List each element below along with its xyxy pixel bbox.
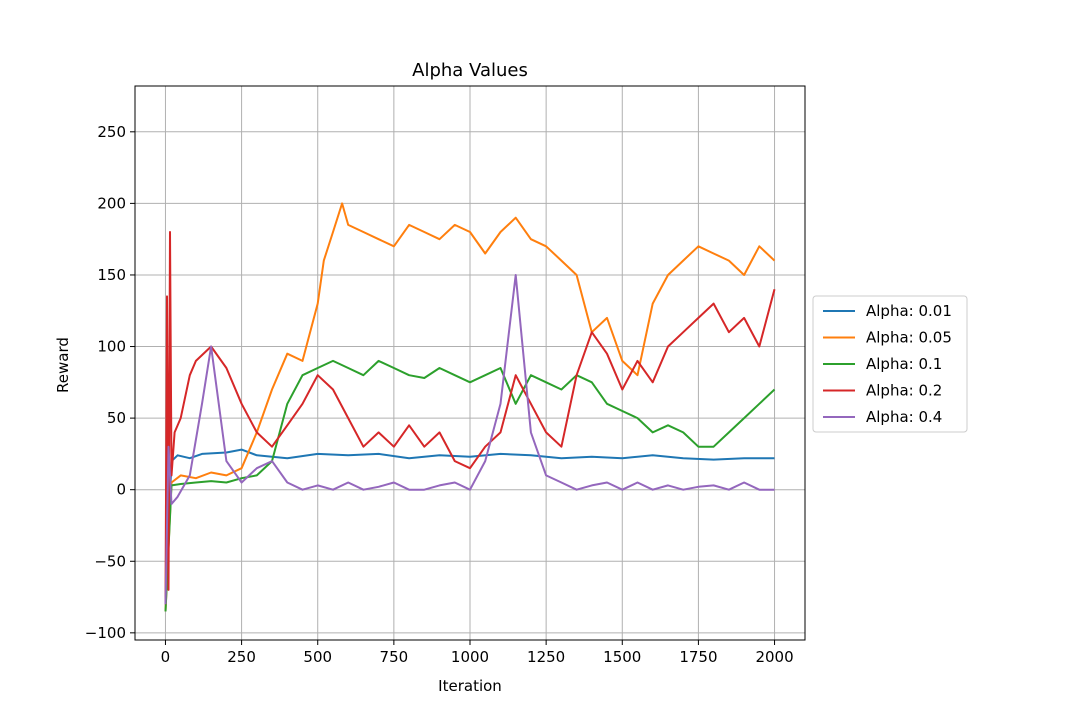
series-lines	[164, 202, 776, 612]
y-tick-label: 0	[116, 481, 126, 499]
series-line-alpha-0-01	[164, 448, 775, 605]
y-axis-label: Reward	[54, 337, 72, 393]
series-line-alpha-0-05	[164, 202, 776, 612]
legend-label: Alpha: 0.2	[866, 382, 942, 400]
legend: Alpha: 0.01 Alpha: 0.05 Alpha: 0.1 Alpha: 0…	[812, 295, 968, 433]
x-axis: 0 250 500 750 1000 1250 1500 1750 2000	[161, 640, 794, 666]
y-tick-label: 250	[97, 123, 126, 141]
x-tick-label: 1500	[603, 648, 641, 666]
x-tick-label: 1000	[451, 648, 489, 666]
legend-box	[812, 295, 968, 433]
x-tick-label: 250	[227, 648, 256, 666]
y-tick-label: −50	[94, 552, 126, 570]
legend-label: Alpha: 0.4	[866, 408, 942, 426]
x-tick-label: 500	[303, 648, 332, 666]
x-tick-label: 1250	[527, 648, 565, 666]
x-tick-label: 750	[380, 648, 409, 666]
y-tick-label: 200	[97, 194, 126, 212]
y-axis: −100 −50 0 50 100 150 200 250	[85, 123, 135, 642]
chart-title: Alpha Values	[412, 60, 528, 81]
x-tick-label: 1750	[679, 648, 717, 666]
y-tick-label: 100	[97, 338, 126, 356]
y-tick-label: 150	[97, 266, 126, 284]
series-line-alpha-0-1	[164, 359, 776, 612]
legend-label: Alpha: 0.01	[866, 302, 952, 320]
x-tick-label: 2000	[755, 648, 793, 666]
y-tick-label: 50	[107, 409, 126, 427]
legend-label: Alpha: 0.05	[866, 329, 952, 347]
legend-label: Alpha: 0.1	[866, 355, 942, 373]
y-tick-label: −100	[85, 624, 126, 642]
grid	[135, 86, 805, 640]
series-line-alpha-0-4	[164, 274, 775, 605]
x-tick-label: 0	[161, 648, 171, 666]
x-axis-label: Iteration	[438, 677, 502, 695]
series-line-alpha-0-2	[164, 231, 776, 605]
